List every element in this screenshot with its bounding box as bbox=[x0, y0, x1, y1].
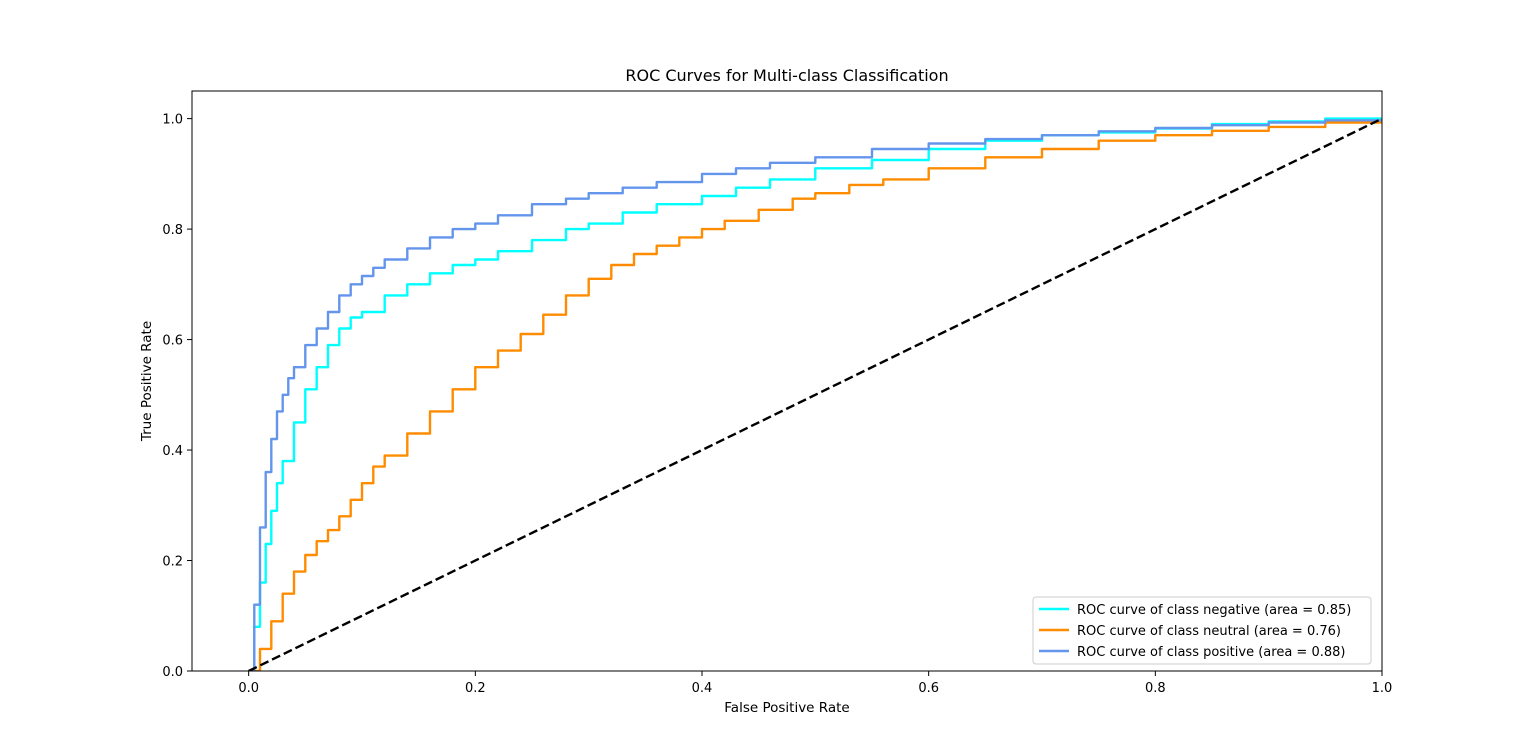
roc-series-line-1 bbox=[248, 118, 1382, 671]
x-tick-label: 0.6 bbox=[918, 681, 939, 696]
axes-frame bbox=[191, 90, 1383, 672]
y-tick-label: 0.0 bbox=[162, 665, 183, 680]
x-tick-label: 1.0 bbox=[1372, 681, 1393, 696]
y-tick-label: 0.2 bbox=[162, 555, 183, 570]
x-tick-label: 0.2 bbox=[465, 681, 486, 696]
y-tick-label: 0.8 bbox=[162, 223, 183, 238]
y-tick-label: 0.6 bbox=[162, 334, 183, 349]
y-tick-label: 0.4 bbox=[162, 444, 183, 459]
legend-box bbox=[1032, 596, 1372, 665]
chance-reference-line bbox=[248, 117, 1382, 671]
y-tick-label: 1.0 bbox=[162, 113, 183, 128]
roc-series-line-2 bbox=[248, 118, 1382, 671]
chart-title: ROC Curves for Multi-class Classificatio… bbox=[625, 66, 948, 85]
legend-label-1: ROC curve of class neutral (area = 0.76) bbox=[1077, 624, 1341, 639]
y-axis-label: True Positive Rate bbox=[139, 321, 155, 442]
x-axis-label: False Positive Rate bbox=[724, 700, 849, 716]
x-tick-label: 0.4 bbox=[692, 681, 713, 696]
legend-label-2: ROC curve of class positive (area = 0.88… bbox=[1077, 645, 1345, 660]
plot-area bbox=[248, 117, 1382, 671]
x-tick-label: 0.0 bbox=[238, 681, 259, 696]
axes: 0.0 0.2 0.4 0.6 0.8 1.0 0.0 0.2 0.4 0.6 0.8 1.0 bbox=[162, 90, 1393, 696]
roc-series-line-0 bbox=[248, 117, 1382, 671]
legend: ROC curve of class negative (area = 0.85… bbox=[1032, 596, 1372, 665]
legend-label-0: ROC curve of class negative (area = 0.85… bbox=[1077, 603, 1351, 618]
x-tick-label: 0.8 bbox=[1145, 681, 1166, 696]
